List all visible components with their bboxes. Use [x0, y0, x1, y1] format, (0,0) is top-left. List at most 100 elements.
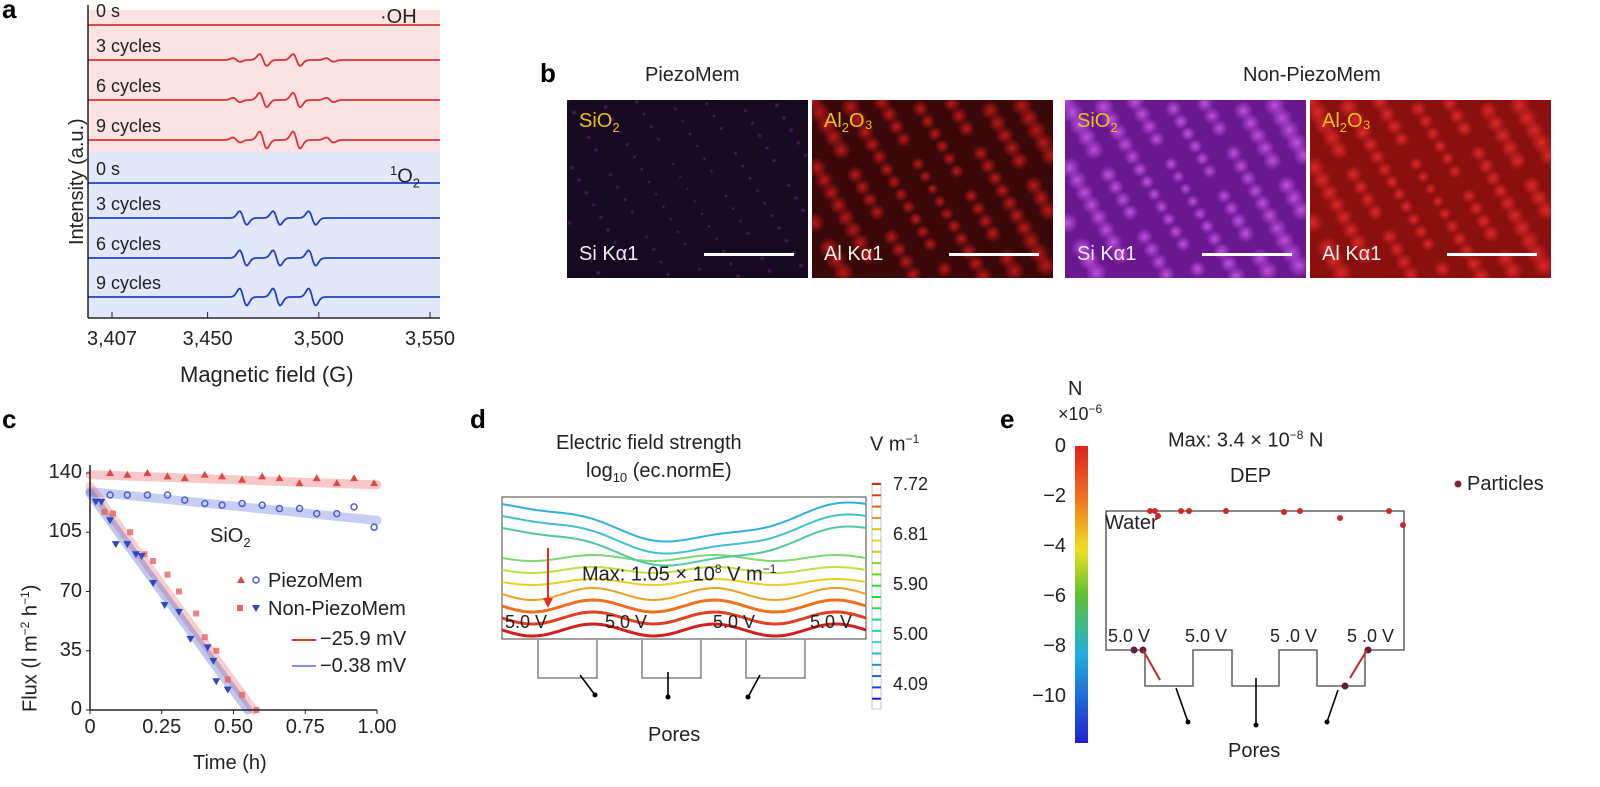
- e-colorbar-exponent: ×10−6: [1058, 402, 1102, 425]
- c-sio2-sub: 2: [243, 535, 251, 550]
- field-contour: [501, 525, 867, 567]
- fit-band: [85, 487, 382, 525]
- d-voltage-1: 5.0 V: [505, 612, 548, 632]
- element-main: SiO: [1077, 110, 1111, 132]
- data-point: [180, 496, 189, 504]
- field-contour: [501, 501, 867, 543]
- element-sub: 2: [1110, 120, 1118, 135]
- singlet-oxygen-sup: 1: [390, 163, 398, 178]
- pore-arrow: [579, 674, 596, 696]
- panel-label-b: b: [540, 58, 556, 88]
- field-contour: [501, 513, 867, 555]
- d-title-end: (ec.normE): [627, 460, 732, 482]
- oh-radical-label: ·OH: [380, 6, 417, 28]
- d-colorbar-tick: 5.00: [893, 624, 929, 644]
- d-max-main: Max: 1.05 × 10: [582, 563, 715, 586]
- data-point: [218, 501, 226, 509]
- colorbar-level: [872, 483, 881, 485]
- field-contour: [501, 577, 867, 587]
- data-point: [137, 552, 146, 560]
- emission-line-label: Al Kα1: [824, 243, 884, 265]
- a-x-tick-label: 3,550: [404, 328, 456, 350]
- element-main: SiO: [579, 110, 613, 132]
- scale-bar: [704, 253, 794, 256]
- e-colorbar: [1075, 446, 1088, 743]
- d-colorbar-tick: 5.90: [893, 574, 929, 594]
- data-point: [258, 501, 266, 509]
- d-colorbar-tick: 4.09: [893, 674, 929, 694]
- data-point: [143, 469, 152, 476]
- c-y-tick-label: 0: [70, 698, 82, 720]
- data-point: [258, 472, 267, 480]
- data-point: [123, 541, 132, 549]
- e-max-label: Max: 3.4 × 10−8 N: [1168, 428, 1323, 453]
- trace-label: 6 cycles: [96, 76, 162, 96]
- e-colorbar-tick: −4: [1043, 535, 1066, 557]
- esr-trace: [88, 210, 440, 226]
- c-legend-piezomem: PiezoMem: [268, 570, 363, 592]
- scale-bar: [1447, 253, 1537, 256]
- a-x-tick-label: 3,407: [86, 328, 138, 350]
- c-y-tick-label: 140: [48, 461, 82, 483]
- d-title-line2: log10 (ec.normE): [586, 460, 732, 485]
- panel-a-esr-chart: [87, 5, 440, 319]
- field-contour: [501, 622, 867, 638]
- particles-legend-marker: [1454, 480, 1462, 488]
- particle: [1223, 508, 1229, 514]
- element-end: O₃: [849, 110, 873, 132]
- d-max-end: V m: [721, 563, 763, 586]
- pore-arrow: [747, 674, 761, 698]
- data-point: [212, 678, 221, 686]
- c-x-tick-label: 0.75: [285, 716, 325, 738]
- colorbar-level: [872, 652, 881, 655]
- fit-band: [85, 470, 382, 490]
- e-colorbar-tick: −10: [1032, 685, 1066, 707]
- data-point: [149, 580, 158, 588]
- particle: [1130, 646, 1138, 654]
- data-point: [143, 491, 152, 499]
- data-point: [312, 474, 321, 482]
- e-voltage-3: 5 .0 V: [1270, 626, 1318, 646]
- d-unit-main: V m: [870, 433, 906, 456]
- panel-label-c: c: [2, 404, 17, 434]
- colorbar-level: [872, 573, 881, 576]
- colorbar-level: [872, 528, 881, 531]
- pore-arrowhead: [745, 694, 751, 700]
- data-point: [163, 491, 172, 499]
- simulation-domain: [501, 496, 867, 640]
- trace-label: 3 cycles: [96, 36, 162, 56]
- colorbar-level: [872, 629, 881, 632]
- data-point: [123, 470, 132, 478]
- element-label: SiO2: [1077, 110, 1118, 135]
- c-sio2-annotation: SiO2: [210, 525, 251, 550]
- d-title-log: log: [586, 460, 613, 482]
- pore-arrow: [1326, 689, 1339, 723]
- esr-trace: [88, 91, 440, 109]
- e-dep-label: DEP: [1230, 465, 1272, 487]
- particle: [1400, 522, 1406, 528]
- d-title-sub: 10: [612, 470, 628, 485]
- data-point: [174, 608, 183, 616]
- e-voltage-2: 5.0 V: [1185, 626, 1228, 646]
- eds-map-image: SiO2 Si Kα1: [567, 100, 808, 278]
- d-unit-sup: −1: [905, 432, 920, 446]
- e-colorbar-tick: −8: [1043, 635, 1066, 657]
- particle: [1147, 508, 1153, 514]
- colorbar-level: [872, 550, 881, 553]
- oh-shade: [88, 10, 440, 152]
- data-point: [160, 602, 169, 610]
- c-legend-nonpiezomem: Non-PiezoMem: [268, 598, 406, 620]
- data-point: [109, 510, 116, 517]
- scale-bar: [1202, 253, 1292, 256]
- data-point: [218, 472, 227, 480]
- colorbar-level: [872, 584, 881, 587]
- e-particles-legend: Particles: [1467, 473, 1544, 495]
- e-max-end: N: [1303, 429, 1324, 452]
- e-max-main: Max: 3.4 × 10: [1168, 429, 1290, 452]
- data-point: [123, 491, 132, 499]
- data-point: [239, 691, 246, 698]
- singlet-oxygen-sub: 2: [412, 175, 421, 191]
- element-end: O₃: [1347, 110, 1371, 132]
- field-contour: [501, 553, 867, 563]
- trace-label: 3 cycles: [96, 194, 162, 214]
